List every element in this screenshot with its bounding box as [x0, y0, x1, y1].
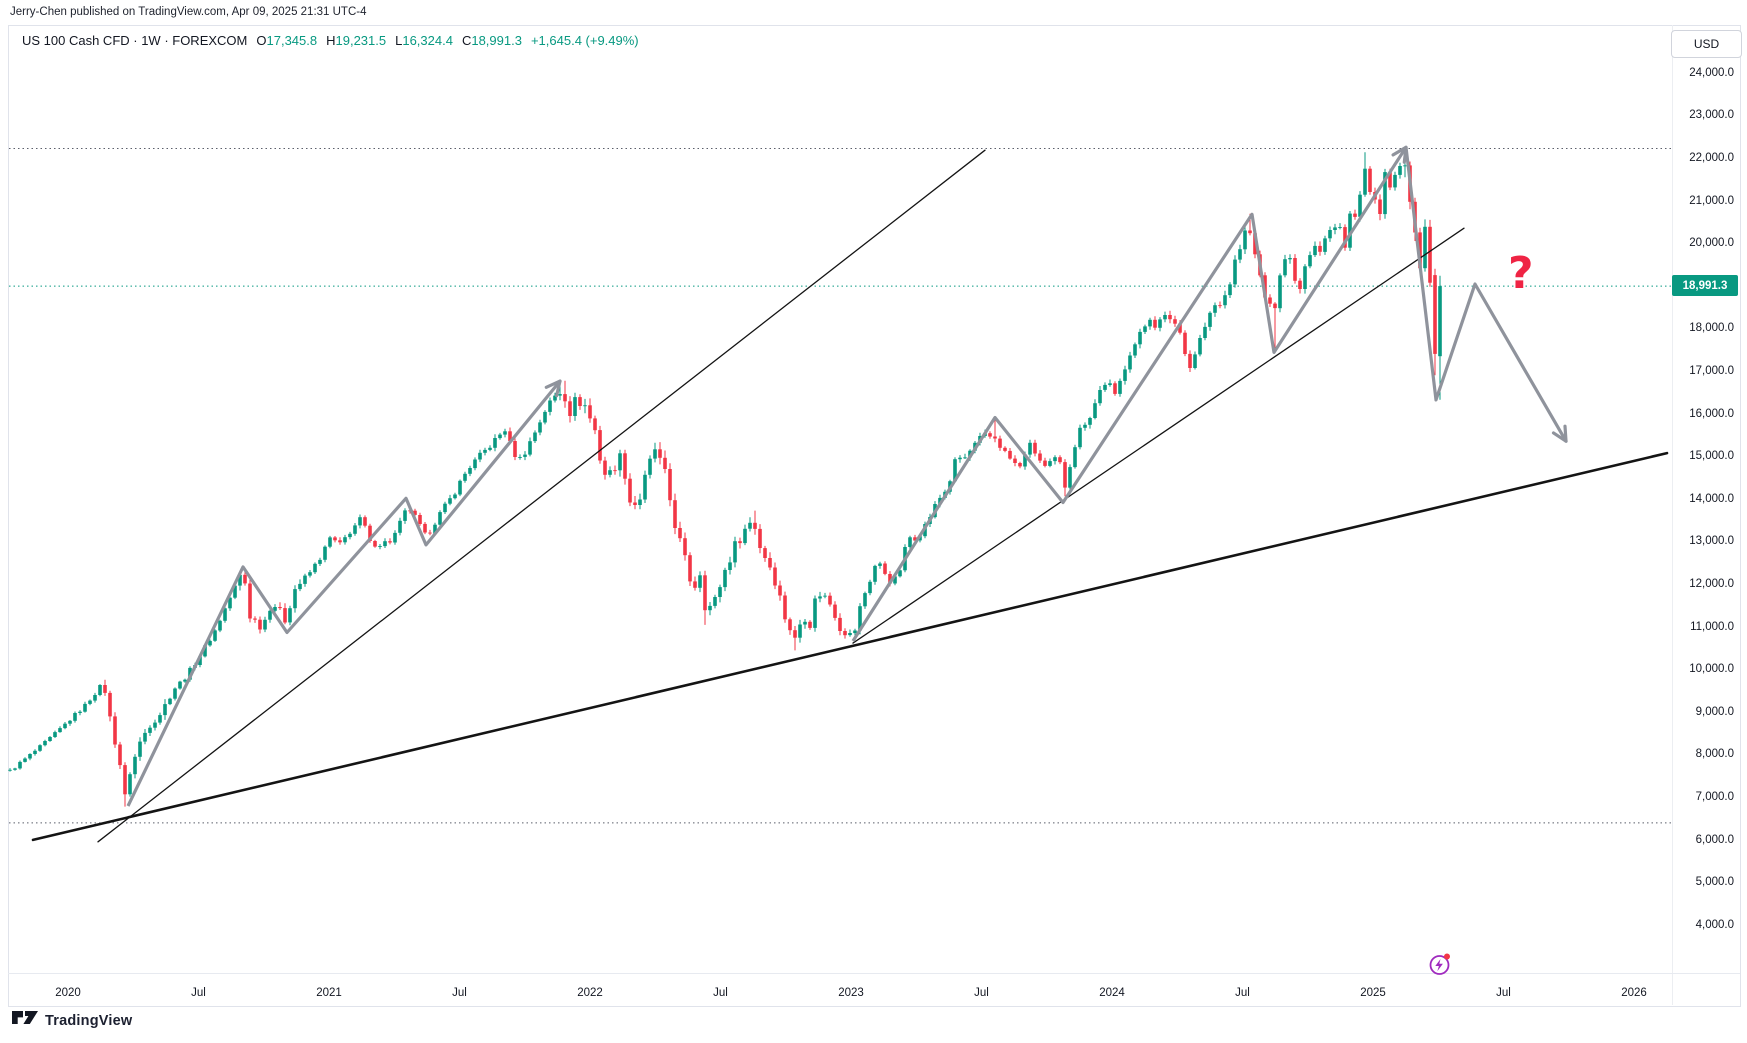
ohlc-close: C18,991.3	[461, 33, 522, 48]
attribution-text: Jerry-Chen published on TradingView.com,…	[10, 6, 367, 18]
ohlc-open: O17,345.8	[256, 33, 318, 48]
symbol-title: US 100 Cash CFD · 1W · FOREXCOM	[22, 33, 248, 48]
price-axis-separator	[1672, 25, 1673, 1005]
price-tick-label: 24,000.0	[1689, 66, 1734, 79]
impulse-2020-2021	[126, 380, 562, 807]
price-tick-label: 20,000.0	[1689, 237, 1734, 250]
price-tick-label: 6,000.0	[1695, 833, 1734, 846]
support-2020-2021-thin	[97, 149, 986, 843]
tradingview-logo-text: TradingView	[45, 1013, 133, 1029]
candlestick-series	[8, 148, 1442, 807]
currency-label: USD	[1693, 37, 1720, 51]
price-tick-label: 13,000.0	[1689, 535, 1734, 548]
time-tick-label: 2021	[316, 987, 342, 999]
price-tick-label: 17,000.0	[1689, 364, 1734, 377]
price-tick-label: 9,000.0	[1695, 705, 1734, 718]
time-tick-label: Jul	[1235, 987, 1250, 999]
time-tick-label: Jul	[713, 987, 728, 999]
projection-down	[1404, 147, 1568, 443]
time-tick-label: Jul	[1496, 987, 1511, 999]
chart-header: US 100 Cash CFD · 1W · FOREXCOM O17,345.…	[22, 33, 639, 48]
time-tick-label: 2025	[1360, 987, 1386, 999]
projection-down-arrowhead	[1563, 424, 1568, 443]
price-tick-label: 5,000.0	[1695, 876, 1734, 889]
time-tick-label: 2022	[577, 987, 603, 999]
price-tick-label: 14,000.0	[1689, 492, 1734, 505]
tradingview-branding[interactable]: TradingView	[12, 1011, 132, 1031]
price-tick-label: 21,000.0	[1689, 194, 1734, 207]
price-tick-label: 23,000.0	[1689, 109, 1734, 122]
price-tick-label: 15,000.0	[1689, 450, 1734, 463]
major-support-thick	[31, 451, 1669, 842]
time-axis-separator	[8, 973, 1740, 974]
impulse-2023-2025	[851, 146, 1408, 642]
impulse-2020-2021-arrowhead	[554, 379, 562, 398]
ohlc-high: H19,231.5	[326, 33, 387, 48]
price-tick-label: 22,000.0	[1689, 151, 1734, 164]
support-2023-2025-thin	[852, 227, 1465, 644]
price-tick-label: 4,000.0	[1695, 918, 1734, 931]
chart-card	[8, 25, 1741, 1007]
ohlc-low: L16,324.4	[395, 33, 453, 48]
time-tick-label: 2024	[1099, 987, 1125, 999]
tradingview-logo-icon	[12, 1011, 38, 1024]
price-tick-label: 16,000.0	[1689, 407, 1734, 420]
projection-down-arrowhead	[1551, 431, 1568, 443]
time-tick-label: 2023	[838, 987, 864, 999]
price-tick-label: 11,000.0	[1690, 620, 1734, 633]
impulse-2020-2021-arrowhead	[544, 379, 562, 389]
question-mark-annotation: ?	[1508, 248, 1534, 299]
impulse-2023-2025-arrowhead	[1391, 145, 1408, 157]
time-tick-label: Jul	[452, 987, 467, 999]
time-tick-label: Jul	[974, 987, 989, 999]
price-tick-label: 7,000.0	[1695, 790, 1734, 803]
price-change: +1,645.4 (+9.49%)	[530, 33, 639, 48]
price-tick-label: 18,000.0	[1689, 322, 1734, 335]
price-tick-label: 10,000.0	[1689, 663, 1734, 676]
notification-dot	[1444, 953, 1450, 960]
time-tick-label: 2026	[1621, 987, 1647, 999]
time-tick-label: Jul	[191, 987, 206, 999]
last-price-badge: 18,991.3	[1672, 275, 1738, 296]
currency-box: USD	[1671, 30, 1742, 58]
price-tick-label: 8,000.0	[1695, 748, 1734, 761]
price-tick-label: 12,000.0	[1689, 577, 1734, 590]
time-tick-label: 2020	[55, 987, 81, 999]
lightning-bolt-glyph	[1435, 959, 1443, 972]
